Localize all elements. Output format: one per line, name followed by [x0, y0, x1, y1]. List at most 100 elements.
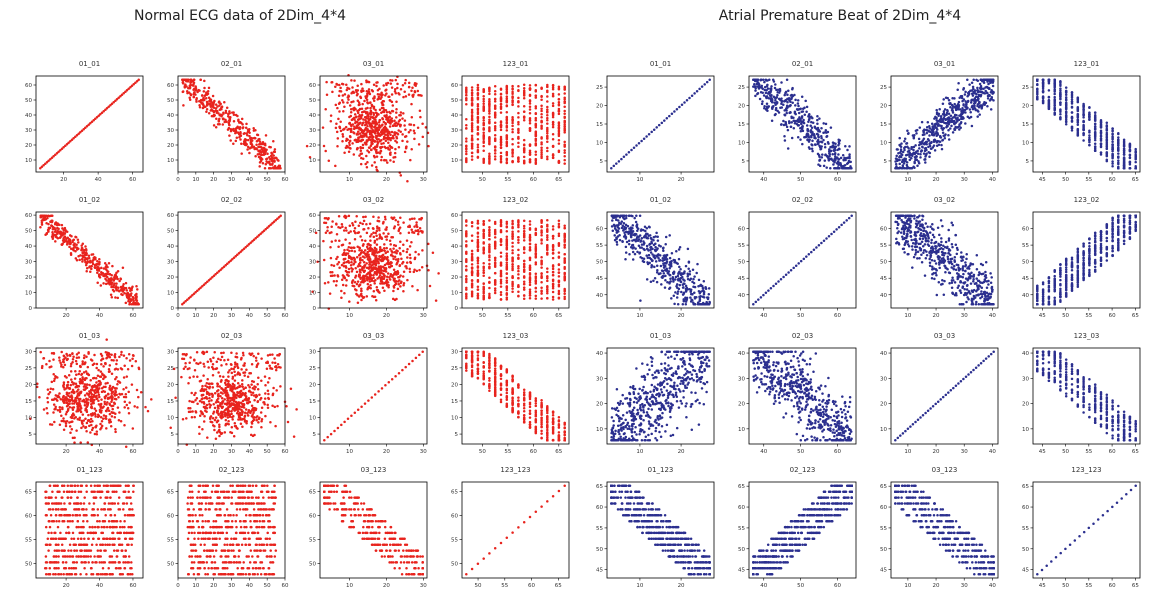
data-point — [499, 285, 503, 288]
data-point — [465, 123, 468, 127]
data-point — [493, 152, 497, 155]
data-point — [534, 143, 538, 146]
data-point — [107, 392, 110, 396]
data-point — [528, 143, 532, 146]
data-point — [63, 374, 67, 378]
data-point — [247, 129, 251, 133]
data-point — [413, 81, 417, 85]
data-point — [431, 251, 435, 254]
data-point — [563, 158, 566, 162]
data-point — [476, 243, 480, 246]
data-point — [546, 219, 549, 222]
data-point — [395, 124, 398, 127]
data-point — [203, 86, 206, 90]
data-point — [511, 100, 514, 104]
data-point — [221, 413, 224, 417]
data-point — [248, 151, 251, 155]
data-point — [192, 95, 196, 99]
data-point — [499, 290, 503, 294]
data-point — [499, 230, 503, 234]
data-point — [343, 151, 346, 154]
data-point — [397, 275, 400, 279]
data-point — [246, 138, 250, 142]
data-point — [396, 82, 399, 86]
data-point — [220, 396, 224, 400]
data-point — [551, 286, 555, 290]
data-point — [410, 115, 414, 119]
data-point — [511, 226, 514, 230]
data-point — [81, 422, 84, 426]
data-point — [134, 294, 137, 297]
data-point — [413, 225, 416, 228]
data-point — [534, 105, 538, 108]
data-point — [528, 158, 532, 161]
data-point — [383, 255, 387, 259]
data-point — [372, 121, 376, 125]
data-point — [522, 87, 526, 90]
data-point — [334, 239, 337, 242]
data-point — [352, 131, 355, 134]
data-point — [106, 351, 109, 354]
data-point — [268, 155, 271, 159]
data-point — [522, 280, 526, 283]
data-point — [476, 120, 480, 123]
data-point — [74, 235, 77, 239]
data-point — [329, 246, 332, 249]
data-point — [98, 387, 101, 390]
data-point — [367, 136, 370, 139]
data-point — [332, 279, 336, 283]
data-point — [90, 264, 93, 268]
x-tick-label: 20 — [210, 177, 217, 183]
data-point — [95, 366, 98, 370]
data-point — [252, 136, 256, 140]
data-point — [234, 113, 238, 117]
data-point — [105, 427, 108, 430]
data-point — [250, 139, 254, 142]
group-title-normal: Normal ECG data of 2Dim_4*4 — [134, 8, 346, 24]
data-point — [355, 256, 359, 259]
data-point — [49, 214, 53, 218]
data-point — [378, 87, 381, 91]
data-point — [563, 149, 566, 152]
data-point — [199, 389, 203, 393]
data-point — [402, 221, 405, 224]
data-point — [366, 130, 369, 134]
data-point — [396, 220, 400, 224]
data-point — [325, 80, 328, 84]
data-point — [476, 150, 480, 154]
data-point — [540, 239, 543, 242]
data-point — [116, 382, 119, 386]
data-point — [563, 140, 566, 144]
data-point — [546, 100, 549, 103]
data-point — [51, 230, 54, 234]
data-point — [511, 284, 514, 288]
data-point — [246, 145, 250, 149]
data-point — [345, 88, 349, 92]
data-point — [401, 83, 405, 87]
data-point — [528, 228, 532, 231]
data-point — [546, 246, 549, 249]
data-point — [482, 236, 485, 240]
data-point — [528, 84, 532, 87]
data-point — [493, 282, 497, 286]
data-point — [384, 217, 387, 221]
data-point — [47, 214, 50, 218]
data-point — [52, 358, 55, 361]
data-point — [76, 238, 80, 241]
data-point — [388, 99, 392, 102]
data-point — [273, 156, 276, 160]
data-point — [100, 420, 104, 423]
data-point — [92, 258, 96, 261]
data-point — [232, 113, 236, 117]
data-point — [46, 216, 49, 220]
data-point — [511, 260, 514, 263]
data-point — [263, 166, 267, 170]
data-point — [517, 238, 520, 242]
data-point — [499, 293, 503, 296]
data-point — [117, 286, 120, 290]
data-point — [241, 126, 245, 129]
data-point — [132, 299, 135, 303]
data-point — [266, 406, 270, 409]
data-point — [69, 431, 72, 434]
